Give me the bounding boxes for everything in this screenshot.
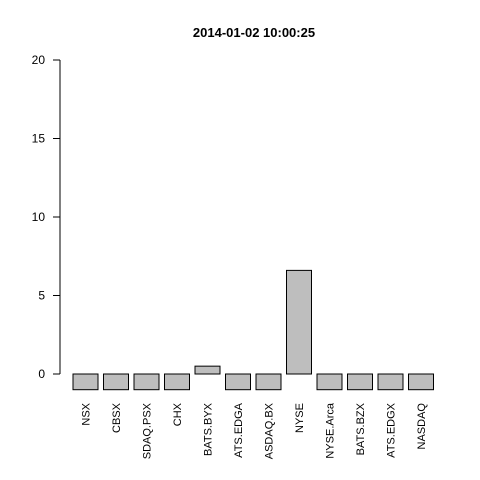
bar-nyse-arca (316, 373, 343, 391)
y-tick-label: 0 (38, 367, 45, 381)
y-tick-label: 5 (38, 289, 45, 303)
x-category-label: NSX (81, 402, 93, 425)
x-category-label: BATS.BYX (203, 402, 215, 456)
bar-chx (164, 373, 190, 391)
bar-nyse (286, 269, 312, 375)
bar-cbsx (103, 373, 129, 391)
bar-nasdaq (408, 373, 434, 391)
x-category-label: CBSX (111, 402, 123, 433)
x-category-label: ASDAQ.BX (264, 402, 276, 459)
bar-sdaq-psx (133, 373, 160, 391)
bar-bats-byx (194, 365, 221, 375)
bar-ats-edga (225, 373, 251, 391)
y-axis-ticks: 0 5 10 15 20 (32, 53, 60, 381)
chart-title: 2014-01-02 10:00:25 (193, 25, 315, 40)
bar-nsx (72, 373, 99, 391)
bar-asdaq-bx (255, 373, 282, 391)
bar-ats-edgx (377, 373, 404, 391)
y-tick-label: 20 (32, 53, 46, 67)
y-tick-label: 15 (32, 132, 46, 146)
x-category-label: NYSE.Arca (325, 402, 337, 459)
x-category-label: BATS.BZX (355, 402, 367, 455)
bar-bats-bzx (347, 373, 373, 391)
x-category-label: CHX (172, 402, 184, 426)
x-category-label: NASDAQ (416, 403, 428, 450)
x-category-label: ATS.EDGX (386, 402, 398, 457)
x-category-label: SDAQ.PSX (142, 402, 154, 459)
y-tick-label: 10 (32, 210, 46, 224)
category-labels: NSX CBSX SDAQ.PSX CHX BATS.BYX ATS.EDGA ASDAQ.… (81, 402, 429, 459)
x-category-label: ATS.EDGA (233, 402, 245, 457)
bars (72, 269, 434, 391)
x-category-label: NYSE (294, 403, 306, 433)
